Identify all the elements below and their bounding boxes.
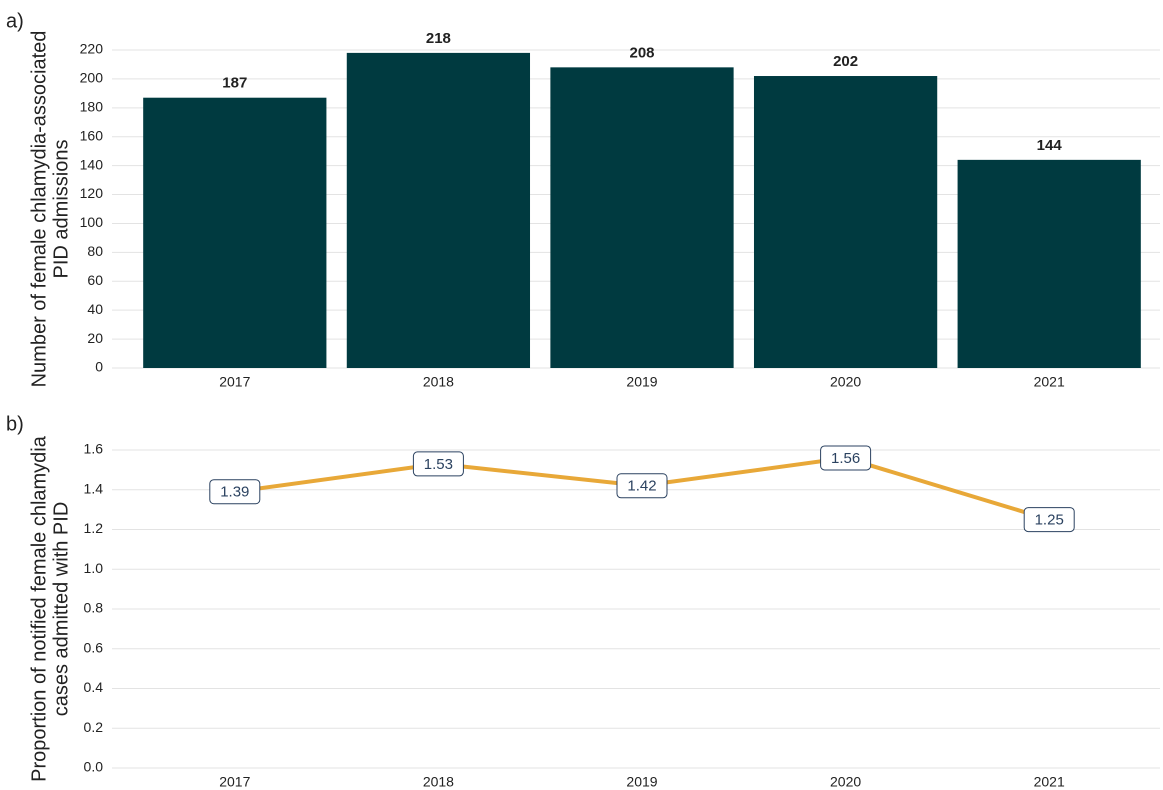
bar (143, 97, 327, 368)
y-tick-label: 180 (80, 99, 104, 115)
y-tick-label: 40 (87, 301, 103, 317)
y-tick-label: 0.6 (84, 639, 104, 655)
data-label: 1.56 (831, 450, 860, 467)
y-tick-label: 60 (87, 272, 103, 288)
label-box (1023, 507, 1075, 533)
x-tick-label: 2017 (219, 374, 250, 390)
panel-label: b) (6, 413, 24, 435)
x-tick-label: 2018 (423, 374, 454, 390)
data-label-box: 1.42 (616, 473, 668, 499)
bar (753, 76, 938, 368)
y-tick-label: 80 (87, 243, 103, 259)
y-tick-label: 0 (95, 359, 103, 375)
x-tick-label: 2021 (1034, 774, 1065, 790)
data-label-box: 1.56 (820, 445, 872, 471)
y-tick-label: 20 (87, 330, 103, 346)
y-tick-label: 0.8 (84, 600, 104, 616)
data-label: 187 (222, 75, 247, 92)
data-label: 208 (629, 44, 654, 61)
x-tick-label: 2019 (626, 774, 657, 790)
x-tick-label: 2018 (423, 774, 454, 790)
label-box (209, 479, 261, 505)
y-tick-label: 100 (80, 214, 104, 230)
x-tick-label: 2019 (626, 374, 657, 390)
data-label: 1.53 (424, 456, 453, 473)
x-tick-label: 2021 (1034, 374, 1065, 390)
data-label: 1.42 (627, 478, 656, 495)
y-tick-label: 220 (80, 41, 104, 57)
data-label-box: 1.39 (209, 479, 261, 505)
panel-label: a) (6, 10, 24, 32)
data-label-box: 1.25 (1023, 507, 1075, 533)
bar (346, 52, 531, 369)
y-axis-label: Proportion of notified female chlamydia (28, 435, 50, 782)
data-label: 218 (426, 30, 451, 47)
data-label-box: 1.53 (412, 451, 464, 477)
label-box (616, 473, 668, 499)
y-tick-label: 0.2 (84, 719, 104, 735)
data-label: 1.25 (1035, 512, 1064, 529)
bar (550, 67, 734, 368)
y-tick-label: 0.0 (84, 759, 104, 775)
y-axis-label: cases admitted with PID (50, 502, 72, 717)
y-tick-label: 1.4 (84, 480, 104, 496)
data-label: 202 (833, 53, 858, 70)
x-tick-label: 2017 (219, 774, 250, 790)
data-label: 1.39 (220, 484, 249, 501)
y-tick-label: 1.0 (84, 560, 104, 576)
label-box (820, 445, 872, 471)
y-tick-label: 120 (80, 185, 104, 201)
x-tick-label: 2020 (830, 374, 861, 390)
bar (957, 159, 1141, 368)
data-label: 144 (1037, 137, 1063, 154)
y-tick-label: 0.4 (84, 679, 104, 695)
y-tick-label: 1.2 (84, 520, 104, 536)
y-tick-label: 160 (80, 127, 104, 143)
y-tick-label: 1.6 (84, 441, 104, 457)
x-tick-label: 2020 (830, 774, 861, 790)
y-tick-label: 140 (80, 156, 104, 172)
y-axis-label: PID admissions (50, 140, 72, 279)
label-box (412, 451, 464, 477)
y-axis-label: Number of female chlamydia-associated (28, 31, 50, 388)
y-tick-label: 200 (80, 70, 104, 86)
